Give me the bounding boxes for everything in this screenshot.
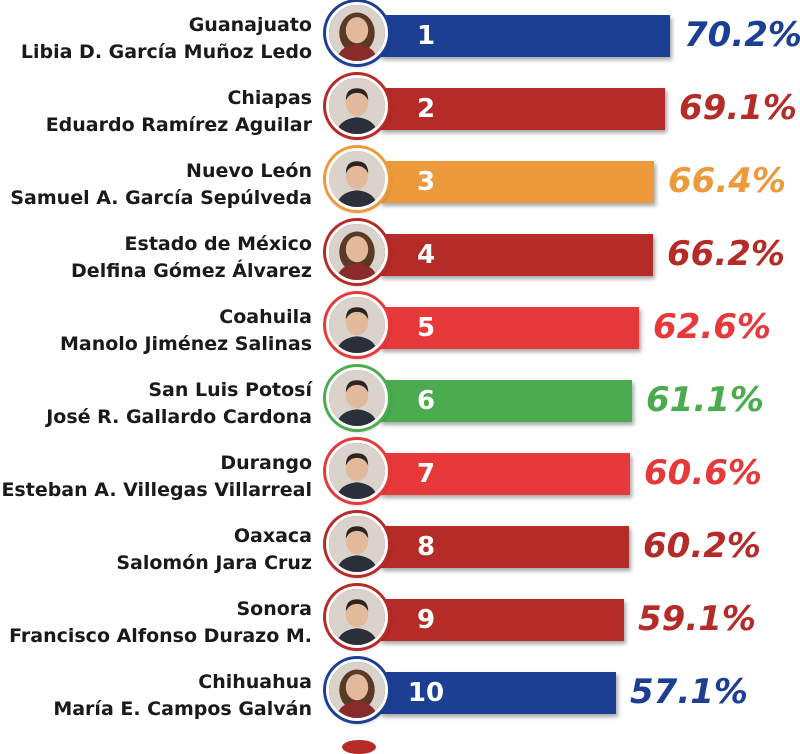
man-portrait-icon xyxy=(326,440,388,502)
governor-row: Guanajuato Libia D. García Muñoz Ledo 1 70.… xyxy=(0,0,800,73)
man-portrait-icon xyxy=(326,75,388,137)
approval-bar xyxy=(380,453,630,495)
governor-name-label: Samuel A. García Sepúlveda xyxy=(10,187,312,209)
state-label: Guanajuato xyxy=(188,14,312,36)
governor-row: Oaxaca Salomón Jara Cruz 8 60.2% xyxy=(0,511,800,584)
row-labels: Coahuila Manolo Jiménez Salinas xyxy=(0,304,312,358)
approval-value-label: 69.1% xyxy=(679,88,797,128)
state-label: Chihuahua xyxy=(198,671,312,693)
woman-portrait-icon xyxy=(326,221,388,283)
row-labels: Chiapas Eduardo Ramírez Aguilar xyxy=(0,85,312,139)
state-label: Chiapas xyxy=(227,87,312,109)
governor-name-label: Salomón Jara Cruz xyxy=(116,552,312,574)
state-label: Oaxaca xyxy=(233,525,312,547)
approval-bar xyxy=(380,88,665,130)
approval-value-label: 60.6% xyxy=(644,453,762,493)
governor-row: Chihuahua María E. Campos Galván 10 57.1% xyxy=(0,657,800,730)
man-portrait-icon xyxy=(326,148,388,210)
row-labels: Chihuahua María E. Campos Galván xyxy=(0,669,312,723)
man-portrait-icon xyxy=(326,367,388,429)
approval-bar xyxy=(380,15,670,57)
rank-number: 1 xyxy=(416,21,436,51)
approval-bar xyxy=(380,234,653,276)
man-portrait-icon xyxy=(326,294,388,356)
state-label: San Luis Potosí xyxy=(148,379,312,401)
row-labels: Estado de México Delfina Gómez Álvarez xyxy=(0,231,312,285)
woman-portrait-icon xyxy=(326,659,388,721)
rank-number: 4 xyxy=(416,240,436,270)
approval-value-label: 66.2% xyxy=(667,234,785,274)
approval-bar xyxy=(380,599,624,641)
rank-number: 9 xyxy=(416,605,436,635)
governor-name-label: María E. Campos Galván xyxy=(53,698,312,720)
approval-bar xyxy=(380,161,654,203)
approval-value-label: 61.1% xyxy=(646,380,764,420)
next-row-avatar-partial xyxy=(342,740,376,754)
governor-name-label: Delfina Gómez Álvarez xyxy=(71,260,312,282)
governor-row: Coahuila Manolo Jiménez Salinas 5 62.6% xyxy=(0,292,800,365)
state-label: Estado de México xyxy=(124,233,312,255)
woman-portrait-icon xyxy=(326,2,388,64)
rank-number: 2 xyxy=(416,94,436,124)
row-labels: Oaxaca Salomón Jara Cruz xyxy=(0,523,312,577)
approval-value-label: 62.6% xyxy=(653,307,771,347)
state-label: Durango xyxy=(220,452,312,474)
governor-name-label: Manolo Jiménez Salinas xyxy=(59,333,312,355)
approval-value-label: 57.1% xyxy=(630,672,748,712)
approval-bar xyxy=(380,380,632,422)
governor-name-label: José R. Gallardo Cardona xyxy=(46,406,312,428)
man-portrait-icon xyxy=(326,586,388,648)
man-portrait-icon xyxy=(326,513,388,575)
governor-row: Chiapas Eduardo Ramírez Aguilar 2 69.1% xyxy=(0,73,800,146)
row-labels: Durango Esteban A. Villegas Villarreal xyxy=(0,450,312,504)
state-label: Coahuila xyxy=(219,306,312,328)
governor-row: Sonora Francisco Alfonso Durazo M. 9 59.1% xyxy=(0,584,800,657)
approval-bar xyxy=(380,307,639,349)
approval-bar xyxy=(380,672,616,714)
rank-number: 10 xyxy=(407,678,445,708)
governor-row: Nuevo León Samuel A. García Sepúlveda 3 66.… xyxy=(0,146,800,219)
approval-value-label: 66.4% xyxy=(668,161,786,201)
governor-name-label: Eduardo Ramírez Aguilar xyxy=(45,114,312,136)
row-labels: Guanajuato Libia D. García Muñoz Ledo xyxy=(0,12,312,66)
approval-value-label: 60.2% xyxy=(643,526,761,566)
approval-value-label: 70.2% xyxy=(684,15,800,55)
governor-row: Estado de México Delfina Gómez Álvarez 4 66… xyxy=(0,219,800,292)
rank-number: 7 xyxy=(416,459,436,489)
row-labels: Nuevo León Samuel A. García Sepúlveda xyxy=(0,158,312,212)
rank-number: 3 xyxy=(416,167,436,197)
rank-number: 6 xyxy=(416,386,436,416)
approval-bar xyxy=(380,526,629,568)
governor-name-label: Libia D. García Muñoz Ledo xyxy=(20,41,312,63)
row-labels: Sonora Francisco Alfonso Durazo M. xyxy=(0,596,312,650)
rank-number: 5 xyxy=(416,313,436,343)
governor-row: San Luis Potosí José R. Gallardo Cardona 6… xyxy=(0,365,800,438)
approval-value-label: 59.1% xyxy=(638,599,756,639)
row-labels: San Luis Potosí José R. Gallardo Cardona xyxy=(0,377,312,431)
rank-number: 8 xyxy=(416,532,436,562)
governor-name-label: Esteban A. Villegas Villarreal xyxy=(1,479,312,501)
governor-name-label: Francisco Alfonso Durazo M. xyxy=(9,625,312,647)
governor-row: Durango Esteban A. Villegas Villarreal 7 60… xyxy=(0,438,800,511)
state-label: Sonora xyxy=(236,598,312,620)
state-label: Nuevo León xyxy=(186,160,312,182)
